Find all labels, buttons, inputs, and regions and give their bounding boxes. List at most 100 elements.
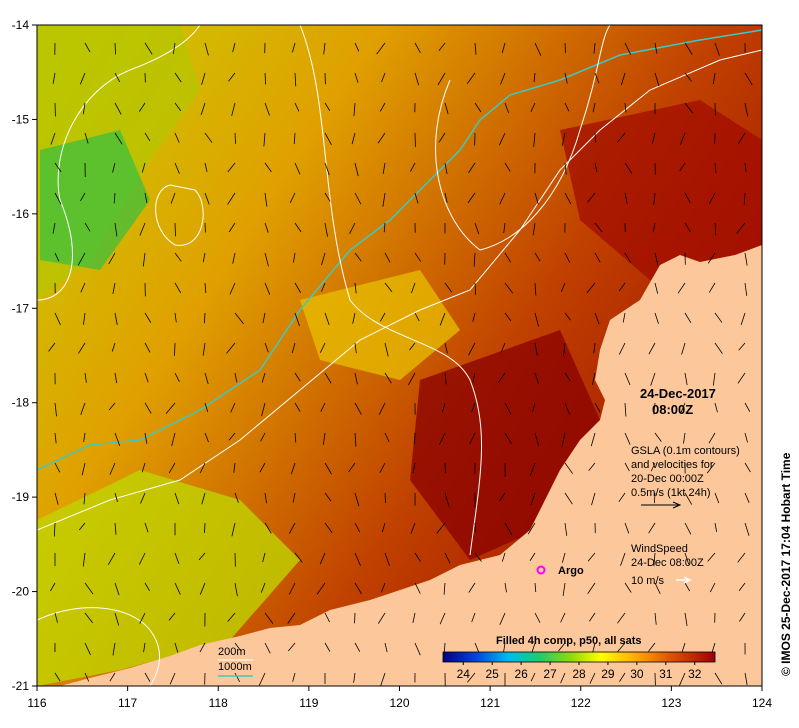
velocity-arrow — [564, 252, 571, 263]
velocity-arrow — [351, 132, 356, 145]
velocity-arrow — [591, 372, 596, 386]
velocity-arrow — [354, 642, 361, 652]
velocity-arrow — [54, 402, 57, 417]
velocity-arrow — [324, 102, 331, 111]
velocity-arrow — [228, 72, 236, 82]
velocity-arrow — [112, 282, 116, 295]
lat-tick-label: -21 — [12, 679, 30, 693]
velocity-arrow — [292, 492, 296, 503]
velocity-arrow — [412, 612, 416, 624]
velocity-arrow — [84, 612, 93, 624]
colorbar-tick-label: 31 — [659, 667, 673, 681]
velocity-arrow — [504, 402, 512, 415]
velocity-arrow — [174, 282, 182, 294]
velocity-arrow — [84, 222, 91, 232]
velocity-arrow — [684, 372, 688, 386]
velocity-arrow — [81, 462, 86, 476]
velocity-arrow — [679, 132, 686, 146]
velocity-arrow — [204, 372, 209, 385]
latitude-axis: -14 -15 -16 -17 -18 -19 -20 -21 — [12, 18, 37, 693]
velocity-arrow — [740, 312, 746, 325]
velocity-arrow — [504, 162, 511, 172]
velocity-arrow — [384, 252, 391, 263]
velocity-arrow — [468, 342, 476, 356]
velocity-arrow — [714, 672, 723, 685]
isobath-200m-label: 200m — [218, 646, 246, 658]
velocity-arrow — [84, 132, 89, 144]
lat-tick-label: -20 — [12, 585, 30, 599]
velocity-arrow — [79, 72, 86, 85]
velocity-arrow — [264, 642, 271, 654]
velocity-arrow — [744, 282, 748, 296]
velocity-arrow — [560, 612, 566, 623]
velocity-arrow — [744, 252, 748, 266]
velocity-arrow — [324, 372, 332, 384]
lat-tick-label: -16 — [12, 207, 30, 221]
velocity-arrow — [442, 402, 446, 413]
velocity-arrow — [684, 42, 693, 55]
velocity-arrow — [144, 672, 151, 682]
velocity-arrow — [293, 132, 296, 145]
velocity-arrow — [294, 372, 301, 382]
velocity-arrow — [534, 312, 539, 327]
velocity-arrow — [648, 342, 656, 355]
velocity-arrow — [529, 552, 536, 561]
velocity-arrow — [648, 522, 656, 534]
velocity-arrow — [382, 162, 386, 174]
velocity-arrow — [383, 222, 386, 233]
lon-tick-label: 117 — [118, 696, 137, 710]
velocity-arrow — [654, 42, 658, 54]
velocity-arrow — [204, 42, 209, 56]
velocity-arrow — [171, 432, 176, 447]
velocity-arrow — [744, 72, 753, 86]
velocity-arrow — [587, 582, 596, 594]
velocity-arrow — [80, 192, 86, 202]
velocity-arrow — [654, 252, 659, 266]
velocity-arrow — [744, 492, 750, 503]
velocity-arrow — [504, 582, 507, 593]
velocity-arrow — [744, 522, 750, 536]
velocity-arrow — [288, 642, 296, 652]
velocity-arrow — [294, 222, 302, 233]
velocity-arrow — [320, 342, 326, 353]
velocity-arrow — [444, 552, 451, 564]
colorbar-tick-label: 27 — [543, 667, 557, 681]
velocity-arrow — [294, 552, 303, 563]
lon-tick-label: 123 — [661, 696, 681, 710]
velocity-arrow — [262, 552, 266, 563]
velocity-arrow — [564, 522, 568, 536]
velocity-arrow — [472, 372, 476, 383]
velocity-arrow — [652, 222, 656, 233]
gsla-label-line3: 20-Dec 00:00Z — [631, 473, 704, 485]
velocity-arrow — [679, 672, 686, 686]
velocity-arrow — [204, 432, 209, 443]
velocity-arrow — [560, 282, 566, 292]
velocity-arrow — [684, 72, 692, 82]
velocity-arrow — [144, 342, 151, 353]
velocity-arrow — [168, 462, 176, 474]
velocity-arrow — [114, 492, 118, 502]
velocity-arrow — [738, 582, 746, 592]
velocity-arrow — [260, 582, 266, 593]
velocity-arrow — [263, 132, 266, 147]
velocity-arrow — [654, 282, 659, 294]
velocity-arrow — [743, 192, 746, 205]
velocity-arrow — [594, 132, 596, 143]
velocity-arrow — [174, 642, 179, 653]
velocity-arrow — [112, 162, 116, 173]
velocity-arrow — [80, 282, 86, 293]
velocity-arrow — [410, 522, 416, 534]
colorbar-ticks: 24 25 26 27 28 29 30 31 32 — [457, 662, 702, 681]
velocity-arrow — [654, 612, 657, 625]
velocity-arrow — [564, 192, 572, 205]
velocity-arrow — [54, 252, 60, 262]
velocity-arrow — [533, 72, 536, 83]
velocity-arrow — [738, 342, 746, 351]
sla-contour-main — [299, 25, 483, 556]
velocity-arrow — [144, 402, 152, 414]
lon-tick-label: 121 — [480, 696, 500, 710]
velocity-arrow — [714, 492, 720, 504]
velocity-arrow — [114, 42, 116, 55]
velocity-arrow — [624, 42, 632, 55]
velocity-arrow — [529, 462, 536, 476]
